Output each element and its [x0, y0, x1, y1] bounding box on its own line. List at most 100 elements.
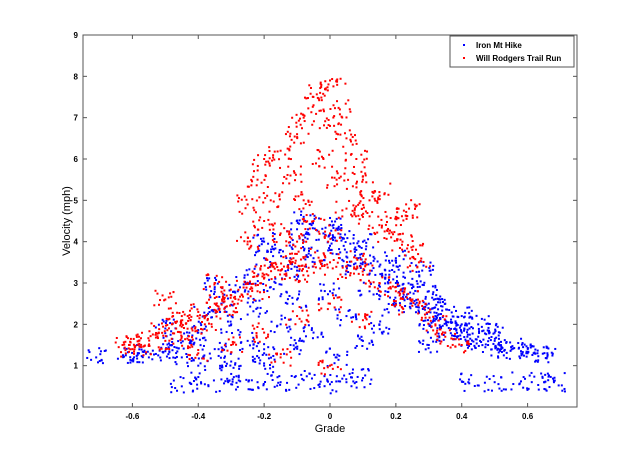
data-point-density	[289, 350, 292, 353]
data-point-density	[174, 387, 177, 390]
data-point-density	[529, 344, 532, 347]
data-point-density	[311, 162, 314, 165]
data-point-density	[127, 343, 130, 346]
data-point-density	[480, 325, 483, 328]
data-point-density	[323, 253, 326, 256]
data-point-density	[353, 248, 356, 251]
data-point-density	[175, 327, 178, 330]
data-point-density	[490, 389, 493, 392]
data-point-density	[380, 226, 383, 229]
data-point-density	[413, 300, 416, 303]
data-point-density	[393, 301, 396, 304]
data-point-density	[422, 324, 425, 327]
data-point-density	[466, 335, 469, 338]
data-point-density	[339, 175, 342, 178]
data-point-density	[396, 285, 399, 288]
data-point-density	[380, 218, 383, 221]
data-point	[427, 310, 430, 313]
data-point-density	[313, 373, 316, 376]
data-point-density	[468, 327, 471, 330]
data-point-density	[537, 388, 540, 391]
data-point-density	[449, 320, 452, 323]
data-point-density	[377, 196, 380, 199]
data-point-density	[142, 345, 145, 348]
data-point-density	[186, 361, 189, 364]
data-point-density	[210, 316, 213, 319]
data-point-density	[364, 265, 367, 268]
data-point-density	[247, 380, 250, 383]
data-point-density	[324, 256, 327, 259]
data-point-density	[225, 294, 228, 297]
data-point-density	[370, 233, 373, 236]
data-point-density	[290, 258, 293, 261]
data-point-density	[182, 347, 185, 350]
data-point-density	[373, 190, 376, 193]
data-point-density	[188, 381, 191, 384]
data-point-density	[230, 315, 233, 318]
data-point-density	[356, 180, 359, 183]
data-point-density	[215, 309, 218, 312]
data-point-density	[364, 172, 367, 175]
data-point-density	[288, 236, 291, 239]
data-point-density	[213, 293, 216, 296]
data-point-density	[98, 347, 101, 350]
data-point-density	[262, 289, 265, 292]
data-point-density	[256, 325, 259, 328]
data-point-density	[463, 316, 466, 319]
y-tick-label: 2	[74, 320, 79, 329]
data-point-density	[280, 293, 283, 296]
data-point	[263, 364, 266, 367]
data-point-density	[303, 120, 306, 123]
data-point-density	[251, 287, 254, 290]
data-point	[526, 352, 529, 355]
data-point-density	[346, 354, 349, 357]
data-point-density	[304, 335, 307, 338]
data-point-density	[318, 217, 321, 220]
data-point-density	[360, 335, 363, 338]
data-point-density	[541, 376, 544, 379]
data-point-density	[397, 268, 400, 271]
data-point-density	[395, 280, 398, 283]
data-point-density	[396, 238, 399, 241]
data-point-density	[544, 388, 547, 391]
data-point-density	[466, 331, 469, 334]
data-point-density	[247, 236, 250, 239]
data-point-density	[321, 361, 324, 364]
data-point-density	[359, 200, 362, 203]
data-point	[302, 240, 305, 243]
data-point-density	[291, 260, 294, 263]
data-point-density	[357, 222, 360, 225]
data-point	[329, 383, 331, 386]
data-point-density	[465, 323, 468, 326]
data-point-density	[307, 107, 310, 110]
data-point-density	[387, 332, 390, 335]
data-point-density	[141, 331, 144, 334]
data-point-density	[288, 182, 291, 185]
data-point-density	[213, 288, 216, 291]
data-point-density	[359, 266, 362, 269]
data-point-density	[279, 383, 282, 386]
data-point-density	[466, 346, 469, 349]
data-point-density	[218, 307, 221, 310]
data-point-density	[255, 332, 258, 335]
data-point-density	[236, 311, 239, 314]
data-point-density	[416, 265, 419, 268]
data-point-density	[322, 283, 325, 286]
data-point-density	[166, 347, 169, 350]
data-point-density	[284, 270, 287, 273]
data-point-density	[343, 179, 346, 182]
data-point-density	[304, 236, 307, 239]
data-point-density	[317, 298, 320, 301]
data-point-density	[315, 112, 318, 115]
data-point-density	[246, 243, 249, 246]
data-point-density	[251, 198, 254, 201]
data-point-density	[248, 247, 251, 250]
data-point-density	[198, 314, 201, 317]
data-point-density	[237, 200, 240, 203]
data-point-density	[319, 87, 322, 90]
data-point-density	[154, 326, 157, 329]
data-point-density	[307, 200, 310, 203]
data-point-density	[138, 345, 141, 348]
data-point-density	[438, 336, 441, 339]
data-point-density	[307, 199, 310, 202]
